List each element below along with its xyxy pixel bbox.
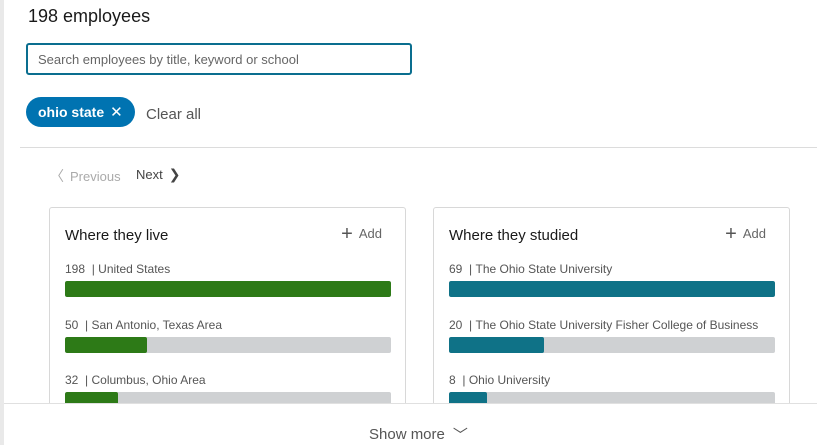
bar-track xyxy=(65,337,391,353)
row-label: 8 | Ohio University xyxy=(449,373,551,387)
add-label: Add xyxy=(358,226,382,241)
previous-button[interactable]: 〈 Previous xyxy=(50,166,121,186)
chevron-right-icon: ❯ xyxy=(168,166,181,182)
list-item[interactable]: 50 | San Antonio, Texas Area xyxy=(65,318,391,353)
row-name: The Ohio State University xyxy=(475,262,613,276)
add-button[interactable]: + Add xyxy=(341,222,382,245)
bar-track xyxy=(449,337,775,353)
card-where-they-live: Where they live + Add 198 | United State… xyxy=(49,207,406,417)
divider xyxy=(20,147,817,148)
bar-track xyxy=(449,281,775,297)
row-count: 69 xyxy=(449,262,463,276)
row-name: San Antonio, Texas Area xyxy=(91,318,223,332)
employee-count-title: 198 employees xyxy=(28,6,151,26)
chevron-left-icon: 〈 xyxy=(50,168,64,184)
card-title: Where they live xyxy=(65,227,169,244)
bar-fill xyxy=(449,281,775,297)
add-button[interactable]: + Add xyxy=(725,222,766,245)
row-label: 69 | The Ohio State University xyxy=(449,262,613,276)
bar-fill xyxy=(449,337,544,353)
card-title: Where they studied xyxy=(449,227,579,244)
list-item[interactable]: 8 | Ohio University xyxy=(449,373,775,408)
row-name: United States xyxy=(98,262,171,276)
show-more-label: Show more xyxy=(369,426,445,443)
close-icon[interactable]: ✕ xyxy=(110,103,123,121)
search-input[interactable] xyxy=(26,43,412,75)
row-label: 50 | San Antonio, Texas Area xyxy=(65,318,223,332)
show-more-button[interactable]: Show more ﹀ xyxy=(369,424,468,445)
row-count: 198 xyxy=(65,262,86,276)
left-border xyxy=(0,0,4,445)
row-label: 20 | The Ohio State University Fisher Co… xyxy=(449,318,759,332)
row-name: The Ohio State University Fisher College… xyxy=(475,318,759,332)
add-label: Add xyxy=(742,226,766,241)
list-item[interactable]: 32 | Columbus, Ohio Area xyxy=(65,373,391,408)
plus-icon: + xyxy=(725,222,737,245)
filter-chip-label: ohio state xyxy=(38,104,105,120)
list-item[interactable]: 198 | United States xyxy=(65,262,391,297)
row-count: 8 xyxy=(449,373,456,387)
row-name: Columbus, Ohio Area xyxy=(91,373,206,387)
bar-fill xyxy=(65,337,148,353)
bar-fill xyxy=(65,281,391,297)
row-count: 20 xyxy=(449,318,463,332)
list-item[interactable]: 69 | The Ohio State University xyxy=(449,262,775,297)
row-count: 32 xyxy=(65,373,79,387)
plus-icon: + xyxy=(341,222,353,245)
row-name: Ohio University xyxy=(468,373,551,387)
clear-all-button[interactable]: Clear all xyxy=(146,106,202,123)
card-where-they-studied: Where they studied + Add 69 | The Ohio S… xyxy=(433,207,790,417)
list-item[interactable]: 20 | The Ohio State University Fisher Co… xyxy=(449,318,775,353)
footer: Show more ﹀ xyxy=(4,403,817,446)
previous-label: Previous xyxy=(70,168,121,184)
chevron-down-icon: ﹀ xyxy=(452,427,468,444)
bar-track xyxy=(65,281,391,297)
next-button[interactable]: Next ❯ xyxy=(136,166,180,183)
row-count: 50 xyxy=(65,318,79,332)
filter-chip-ohio-state[interactable]: ohio state ✕ xyxy=(26,97,135,127)
row-label: 32 | Columbus, Ohio Area xyxy=(65,373,206,387)
row-label: 198 | United States xyxy=(65,262,171,276)
next-label: Next xyxy=(136,167,163,182)
